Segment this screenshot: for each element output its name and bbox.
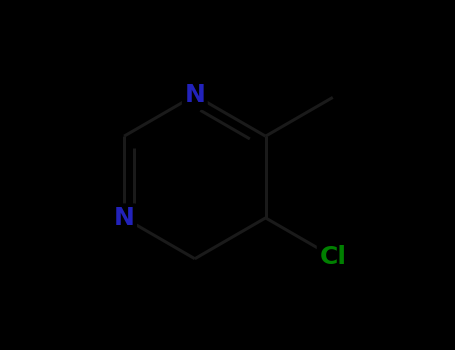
Text: N: N [184,83,205,107]
Text: Cl: Cl [319,245,346,269]
Text: N: N [114,206,135,230]
